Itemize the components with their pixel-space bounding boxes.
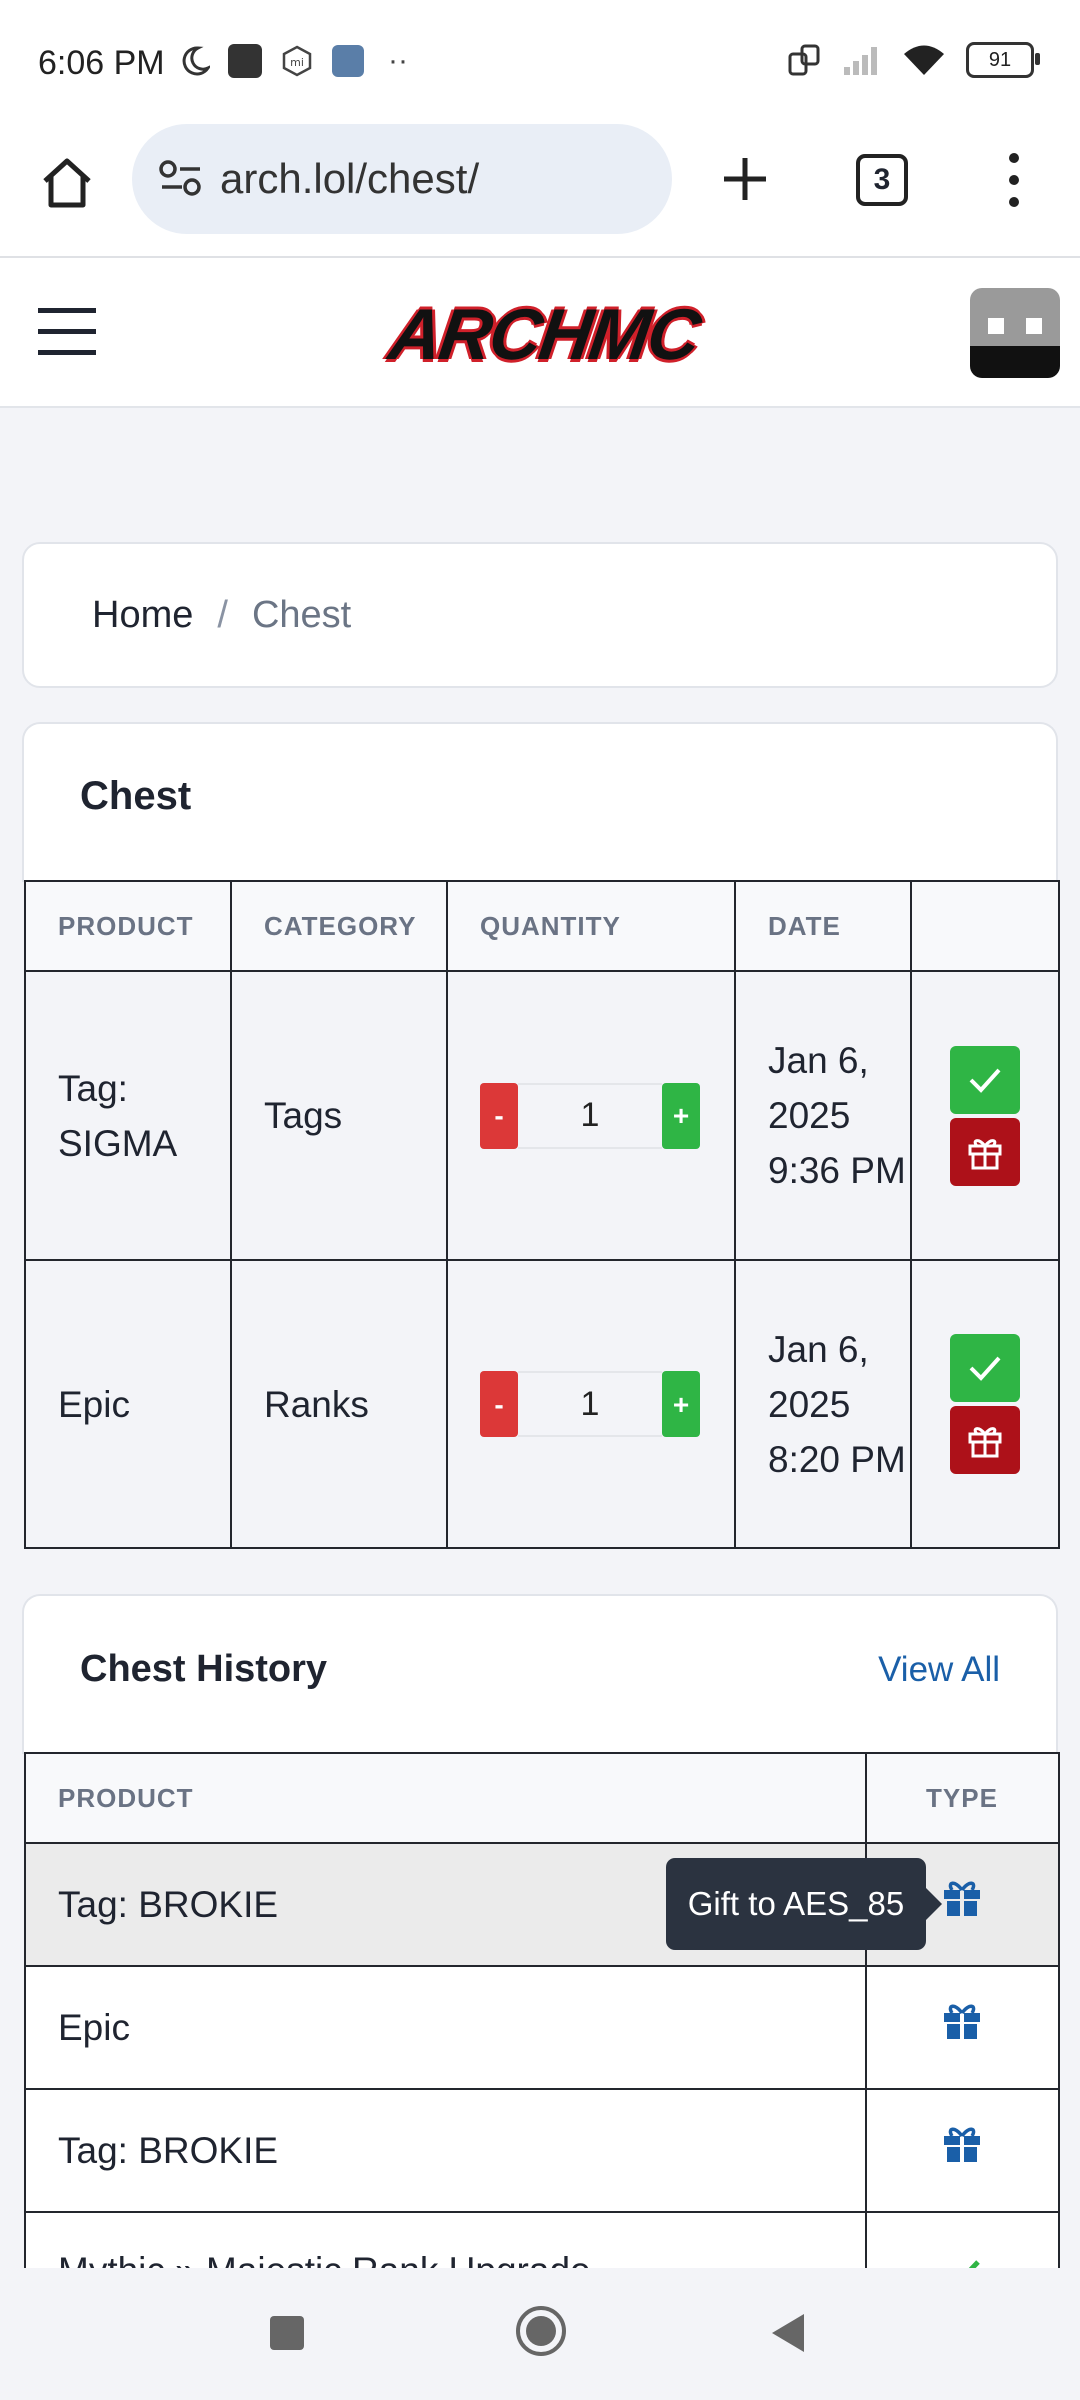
history-table: PRODUCT TYPE Tag: BROKIE Epic Tag: BROKI… xyxy=(24,1752,1060,2268)
status-bar: 6:06 PM mi ·· 91 xyxy=(0,0,1080,124)
claim-button[interactable] xyxy=(949,1045,1020,1114)
column-header-product: PRODUCT xyxy=(24,1752,867,1844)
more-menu-icon[interactable] xyxy=(1000,150,1028,210)
increase-quantity-button[interactable]: + xyxy=(662,1082,700,1149)
chest-title: Chest xyxy=(80,774,192,818)
mi-icon: mi xyxy=(282,45,312,77)
svg-text:mi: mi xyxy=(290,56,304,69)
breadcrumb-current: Chest xyxy=(251,593,352,636)
product-cell: Tag: BROKIE xyxy=(24,2088,867,2213)
product-cell: Epic xyxy=(24,1259,232,1549)
more-notifications-icon: ·· xyxy=(388,44,408,77)
column-header-actions xyxy=(910,880,1060,972)
rotate-icon xyxy=(788,44,820,76)
address-bar[interactable]: arch.lol/chest/ xyxy=(132,124,672,234)
status-notification-icons: mi ·· xyxy=(176,44,408,78)
table-row: Tag: BROKIE xyxy=(24,2088,1060,2213)
category-cell: Tags xyxy=(230,970,448,1261)
chest-card: Chest xyxy=(22,722,1058,882)
quantity-cell: - 1 + xyxy=(446,1259,736,1549)
category-cell: Ranks xyxy=(230,1259,448,1549)
chest-history-title: Chest History xyxy=(80,1648,328,1690)
signal-icon xyxy=(844,47,877,75)
decrease-quantity-button[interactable]: - xyxy=(480,1371,518,1437)
column-header-date: DATE xyxy=(734,880,912,972)
status-time: 6:06 PM xyxy=(38,44,165,82)
new-tab-icon[interactable] xyxy=(720,154,770,204)
gift-recipient-tooltip: Gift to AES_85 xyxy=(666,1858,942,1950)
wifi-icon xyxy=(904,45,944,75)
site-logo[interactable]: ARCHMC xyxy=(384,295,704,375)
table-row: Epic xyxy=(24,1965,1060,2090)
chest-table-header: PRODUCT CATEGORY QUANTITY DATE xyxy=(24,880,1060,972)
date-cell: Jan 6, 2025 8:20 PM xyxy=(734,1259,912,1549)
column-header-quantity: QUANTITY xyxy=(446,880,736,972)
quantity-input[interactable]: 1 xyxy=(518,1082,662,1149)
battery-icon: 91 xyxy=(966,42,1040,78)
quantity-input[interactable]: 1 xyxy=(518,1371,662,1437)
chest-table: PRODUCT CATEGORY QUANTITY DATE Tag: SIGM… xyxy=(24,880,1060,1549)
table-row: Tag: SIGMA Tags - 1 + Jan 6, 2025 9:36 P… xyxy=(24,970,1060,1261)
gift-icon xyxy=(968,1427,1001,1458)
history-table-header: PRODUCT TYPE xyxy=(24,1752,1060,1844)
actions-cell xyxy=(910,970,1060,1261)
app-notification-icon xyxy=(228,44,262,78)
gift-button[interactable] xyxy=(949,1406,1020,1474)
date-cell: Jan 6, 2025 9:36 PM xyxy=(734,970,912,1261)
product-cell: Mythic » Majestic Rank Upgrade xyxy=(24,2211,867,2268)
back-button-icon[interactable] xyxy=(768,2312,808,2354)
breadcrumb: Home / Chest xyxy=(22,542,1058,688)
type-cell xyxy=(865,1965,1060,2090)
gift-icon xyxy=(968,1138,1001,1169)
site-header: ARCHMC xyxy=(0,258,1080,408)
home-icon[interactable] xyxy=(38,154,96,212)
table-row: Mythic » Majestic Rank Upgrade xyxy=(24,2211,1060,2268)
quantity-cell: - 1 + xyxy=(446,970,736,1261)
check-icon xyxy=(969,1356,1000,1381)
system-navigation-bar xyxy=(0,2268,1080,2400)
actions-cell xyxy=(910,1259,1060,1549)
table-row: Epic Ranks - 1 + Jan 6, 2025 8:20 PM xyxy=(24,1259,1060,1549)
column-header-type: TYPE xyxy=(865,1752,1060,1844)
check-icon xyxy=(969,1068,1000,1093)
claim-button[interactable] xyxy=(949,1334,1020,1402)
recents-button[interactable] xyxy=(270,2316,304,2350)
increase-quantity-button[interactable]: + xyxy=(662,1371,700,1437)
user-avatar[interactable] xyxy=(970,288,1060,378)
type-cell xyxy=(865,2088,1060,2213)
chest-history-card: Chest History View All xyxy=(22,1594,1058,1754)
status-system-icons: 91 xyxy=(786,42,1040,78)
column-header-category: CATEGORY xyxy=(230,880,448,972)
moon-icon xyxy=(182,46,210,76)
tab-switcher-button[interactable]: 3 xyxy=(856,154,908,206)
gift-icon[interactable] xyxy=(941,2122,983,2164)
product-cell: Tag: SIGMA xyxy=(24,970,232,1261)
product-cell: Epic xyxy=(24,1965,867,2090)
decrease-quantity-button[interactable]: - xyxy=(480,1082,518,1149)
hamburger-menu-icon[interactable] xyxy=(38,306,96,358)
browser-toolbar: arch.lol/chest/ 3 xyxy=(0,124,1080,258)
url-text[interactable]: arch.lol/chest/ xyxy=(220,155,480,202)
column-header-product: PRODUCT xyxy=(24,880,232,972)
history-table-viewport: PRODUCT TYPE Tag: BROKIE Epic Tag: BROKI… xyxy=(0,1752,1080,2268)
gift-icon[interactable] xyxy=(941,1999,983,2041)
quantity-stepper: - 1 + xyxy=(480,1371,700,1437)
quantity-stepper: - 1 + xyxy=(480,1082,700,1149)
site-settings-icon[interactable] xyxy=(158,158,204,198)
home-button-icon[interactable] xyxy=(514,2304,568,2358)
view-all-link[interactable]: View All xyxy=(878,1650,1000,1689)
gift-icon[interactable] xyxy=(941,1876,983,1918)
breadcrumb-home-link[interactable]: Home xyxy=(92,593,194,636)
breadcrumb-separator: / xyxy=(217,593,228,636)
gallery-notification-icon xyxy=(332,45,364,77)
check-icon xyxy=(968,2260,980,2268)
type-cell xyxy=(865,2211,1060,2268)
gift-button[interactable] xyxy=(949,1117,1020,1186)
